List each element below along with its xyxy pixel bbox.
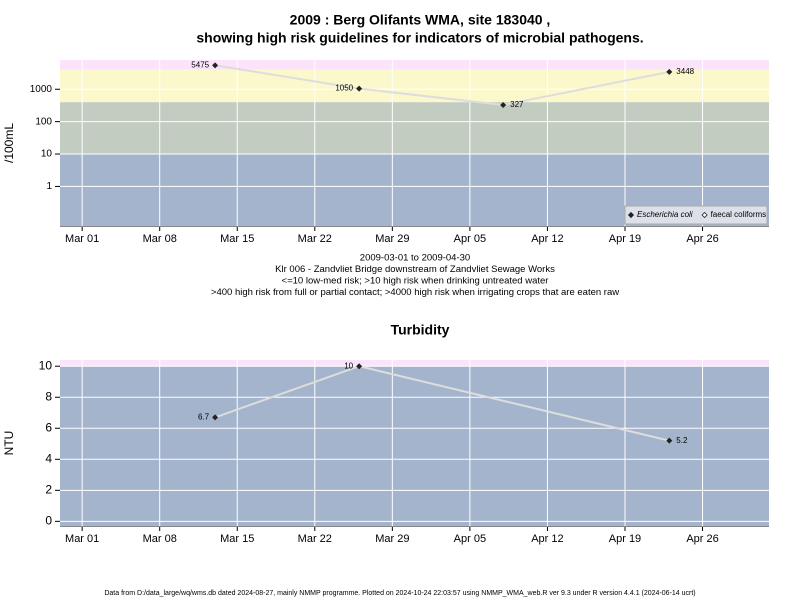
y-tick-label: 4 — [45, 451, 52, 465]
chart-title: Turbidity — [391, 322, 450, 338]
x-tick-label: Mar 22 — [298, 533, 332, 545]
legend: Escherichia coli faecal coliforms — [624, 205, 768, 225]
x-tick-label: Mar 08 — [143, 233, 177, 245]
data-point — [666, 437, 673, 444]
series-line — [214, 64, 670, 106]
x-tick-label: Mar 15 — [220, 533, 254, 545]
x-tick-label: Apr 12 — [531, 233, 563, 245]
data-label: 3448 — [676, 67, 694, 76]
legend-marker — [627, 211, 635, 219]
data-point — [356, 363, 363, 370]
legend-box — [624, 205, 768, 225]
legend-label: faecal coliforms — [711, 210, 767, 219]
data-point — [500, 101, 507, 108]
y-axis-label: NTU — [2, 431, 16, 456]
risk-band — [60, 60, 769, 70]
y-tick-label: 100 — [35, 116, 52, 127]
y-tick-label: 2 — [45, 482, 52, 496]
footer: Data from D:/data_large/wq/wms.db dated … — [104, 590, 695, 597]
chart-title: showing high risk guidelines for indicat… — [196, 30, 643, 46]
data-point — [212, 414, 219, 421]
caption: <=10 low-med risk; >10 high risk when dr… — [282, 276, 549, 287]
y-tick-label: 10 — [41, 149, 53, 160]
data-label: 5475 — [191, 60, 209, 69]
x-tick-label: Mar 08 — [143, 533, 177, 545]
x-tick-label: Apr 12 — [531, 533, 563, 545]
x-tick-label: Mar 01 — [65, 533, 99, 545]
risk-band — [60, 69, 769, 103]
data-label: 6.7 — [198, 413, 210, 422]
legend-marker — [701, 211, 708, 219]
data-label: 5.2 — [676, 436, 688, 445]
x-tick-label: Mar 22 — [298, 233, 332, 245]
x-tick-label: Apr 05 — [454, 233, 486, 245]
risk-band — [60, 102, 769, 155]
y-tick-label: 1 — [46, 181, 52, 192]
data-point — [666, 68, 673, 75]
x-tick-label: Apr 26 — [686, 533, 718, 545]
x-tick-label: Mar 29 — [375, 533, 409, 545]
data-label: 10 — [344, 361, 353, 370]
legend-label: Escherichia coli — [637, 210, 693, 219]
x-tick-label: Mar 29 — [375, 233, 409, 245]
caption: >400 high risk from full or partial cont… — [211, 287, 619, 298]
y-tick-label: 6 — [45, 420, 52, 434]
risk-band — [60, 366, 769, 526]
data-point — [356, 85, 363, 92]
data-point — [212, 62, 219, 69]
data-label: 327 — [510, 100, 524, 109]
x-tick-label: Apr 26 — [686, 233, 718, 245]
x-tick-label: Mar 01 — [65, 233, 99, 245]
x-tick-label: Mar 15 — [220, 233, 254, 245]
y-axis-label: /100mL — [2, 123, 16, 163]
risk-band — [60, 360, 769, 367]
y-tick-label: 0 — [45, 514, 52, 528]
x-tick-label: Apr 19 — [609, 233, 641, 245]
y-tick-label: 10 — [39, 358, 53, 372]
data-label: 1050 — [335, 84, 353, 93]
caption: 2009-03-01 to 2009-04-30 — [360, 253, 470, 264]
y-tick-label: 8 — [45, 389, 52, 403]
x-tick-label: Apr 05 — [454, 533, 486, 545]
caption: Klr 006 - Zandvliet Bridge downstream of… — [275, 264, 555, 275]
x-tick-label: Apr 19 — [609, 533, 641, 545]
chart-title: 2009 : Berg Olifants WMA, site 183040 , — [290, 12, 551, 28]
y-tick-label: 1000 — [30, 84, 53, 95]
